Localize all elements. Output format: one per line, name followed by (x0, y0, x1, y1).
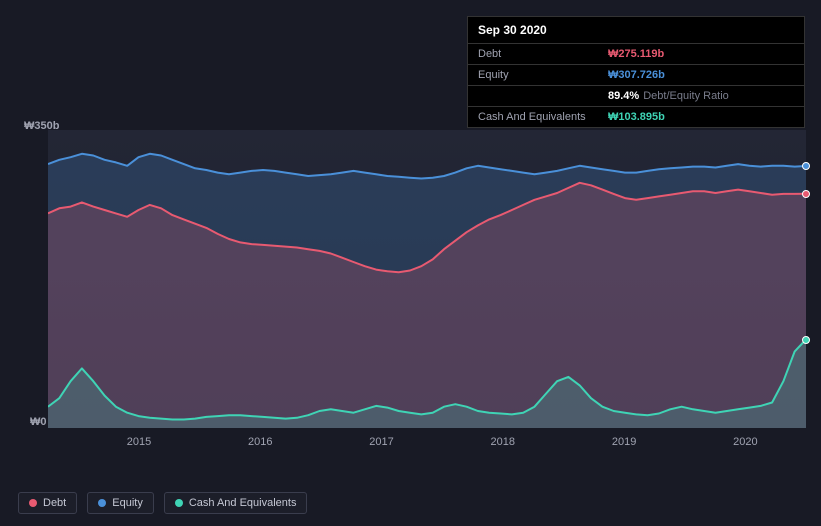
legend-item[interactable]: Equity (87, 492, 154, 514)
x-axis-tick: 2018 (491, 436, 515, 448)
x-axis-tick: 2015 (127, 436, 151, 448)
tooltip-row-label: Equity (478, 69, 608, 81)
tooltip-row: Equity₩307.726b (468, 65, 804, 86)
tooltip-row: 89.4%Debt/Equity Ratio (468, 86, 804, 107)
x-axis-tick: 2016 (248, 436, 272, 448)
series-end-dot (802, 162, 810, 170)
legend-label: Debt (43, 497, 66, 509)
series-end-dot (802, 190, 810, 198)
x-axis-tick: 2020 (733, 436, 757, 448)
tooltip-row-value: ₩275.119b (608, 48, 664, 60)
y-axis-min-label: ₩0 (30, 416, 47, 428)
legend-label: Cash And Equivalents (189, 497, 297, 509)
tooltip-row-value: 89.4%Debt/Equity Ratio (608, 90, 729, 102)
tooltip-row-label (478, 90, 608, 102)
x-axis: 2015 2016 2017 2018 2019 2020 (48, 436, 806, 456)
legend-label: Equity (112, 497, 143, 509)
tooltip-date: Sep 30 2020 (468, 17, 804, 44)
tooltip-body: Debt₩275.119bEquity₩307.726b89.4%Debt/Eq… (468, 44, 804, 127)
tooltip-row-label: Debt (478, 48, 608, 60)
tooltip-row-value: ₩307.726b (608, 69, 665, 81)
legend-dot-icon (98, 499, 106, 507)
legend-dot-icon (175, 499, 183, 507)
tooltip-row: Debt₩275.119b (468, 44, 804, 65)
legend-dot-icon (29, 499, 37, 507)
x-axis-tick: 2017 (369, 436, 393, 448)
legend-item[interactable]: Cash And Equivalents (164, 492, 308, 514)
legend-item[interactable]: Debt (18, 492, 77, 514)
tooltip-panel: Sep 30 2020 Debt₩275.119bEquity₩307.726b… (467, 16, 805, 128)
chart-area: ₩350b ₩0 201520162017201820192020 (18, 120, 808, 460)
chart-plot[interactable] (48, 130, 806, 428)
legend: Debt Equity Cash And Equivalents (18, 492, 307, 514)
tooltip-row: Cash And Equivalents₩103.895b (468, 107, 804, 127)
tooltip-row-label: Cash And Equivalents (478, 111, 608, 123)
x-axis-tick: 2019 (612, 436, 636, 448)
chart-svg (48, 130, 806, 428)
tooltip-row-suffix: Debt/Equity Ratio (643, 90, 729, 102)
series-end-dot (802, 336, 810, 344)
tooltip-row-value: ₩103.895b (608, 111, 665, 123)
